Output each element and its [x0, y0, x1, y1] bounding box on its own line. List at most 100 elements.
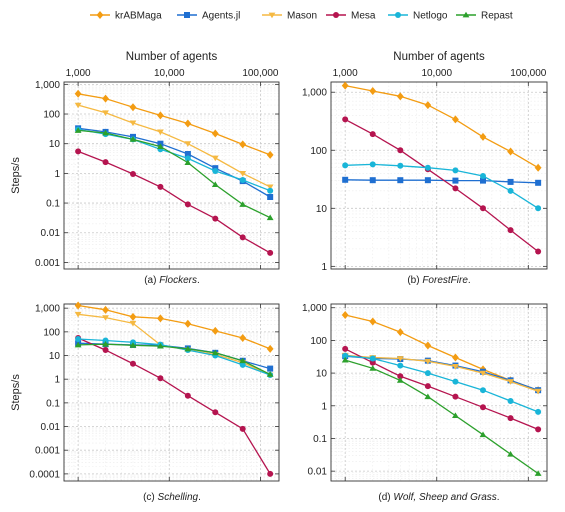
- data-point: [342, 345, 349, 352]
- data-point: [211, 129, 219, 138]
- data-point: [396, 377, 404, 383]
- legend-item-netlogo: Netlogo: [388, 11, 448, 22]
- legend-item-mesa: Mesa: [326, 11, 376, 22]
- y-axis-title: Steps/s: [10, 157, 22, 194]
- data-point: [479, 132, 487, 141]
- y-tick-label: 100: [310, 336, 327, 347]
- data-point: [129, 120, 137, 127]
- data-point: [74, 341, 82, 348]
- series-repast: [341, 356, 542, 476]
- data-point: [341, 310, 349, 319]
- y-tick-label: 10: [316, 369, 328, 380]
- data-point: [266, 344, 274, 353]
- data-point: [397, 177, 404, 184]
- x-tick-label: 1,000: [333, 68, 358, 79]
- data-point: [479, 173, 486, 180]
- series-krabmaga: [74, 301, 274, 353]
- y-tick-label: 0.1: [46, 398, 60, 409]
- data-point: [102, 129, 109, 136]
- data-point: [239, 333, 247, 342]
- data-point: [102, 110, 109, 116]
- legend-label: Repast: [481, 11, 513, 22]
- x-tick-label: 100,000: [510, 68, 547, 79]
- data-point: [266, 371, 274, 377]
- data-point: [507, 379, 514, 385]
- legend-label: Mason: [287, 11, 317, 22]
- data-point: [369, 177, 376, 184]
- y-tick-label: 1,000: [35, 80, 60, 91]
- data-point: [184, 319, 192, 328]
- y-tick-label: 10: [49, 139, 61, 150]
- data-point: [184, 201, 191, 208]
- data-point: [342, 162, 349, 169]
- y-tick-label: 1,000: [302, 88, 327, 99]
- plot-frame: [63, 81, 280, 270]
- caption-model-name: Wolf, Sheep and Grass: [393, 492, 496, 503]
- data-point: [369, 161, 376, 168]
- x-tick-label: 10,000: [421, 68, 452, 79]
- data-point: [424, 383, 431, 390]
- data-point: [342, 116, 349, 123]
- data-point: [396, 328, 404, 337]
- series-mason: [74, 102, 274, 191]
- data-point: [211, 349, 219, 356]
- data-point: [129, 103, 137, 112]
- legend-item-mason: Mason: [262, 11, 317, 22]
- series-line: [345, 163, 539, 209]
- chart-panel-d: 0.01 0.1 1 10 100 1,000 (d) Wolf, Sheep and Gr…: [302, 303, 548, 503]
- data-point: [479, 387, 486, 394]
- y-tick-label: 1: [321, 262, 327, 273]
- data-point: [102, 337, 109, 344]
- x-tick-label: 100,000: [242, 68, 279, 79]
- data-point: [452, 353, 459, 362]
- data-point: [535, 408, 542, 415]
- data-point: [102, 159, 109, 166]
- data-point: [102, 305, 109, 314]
- data-point: [157, 143, 164, 149]
- legend-swatch-marker: [96, 11, 104, 19]
- series-mesa: [342, 116, 542, 255]
- data-point: [129, 360, 136, 367]
- series-line: [77, 304, 271, 350]
- data-point: [129, 312, 137, 321]
- plot-frame: [63, 303, 280, 482]
- series-line: [77, 150, 271, 254]
- data-point: [479, 370, 487, 377]
- data-point: [157, 375, 164, 382]
- grid: [330, 304, 547, 482]
- data-point: [397, 162, 404, 169]
- data-point: [424, 341, 432, 350]
- data-point: [396, 356, 404, 362]
- y-tick-label: 100: [43, 110, 60, 121]
- y-tick-label: 10: [49, 351, 61, 362]
- legend-swatch-marker: [462, 11, 470, 18]
- data-point: [212, 215, 219, 222]
- data-point: [479, 205, 486, 212]
- data-point: [424, 358, 432, 365]
- grid: [330, 82, 547, 270]
- data-point: [157, 111, 164, 120]
- y-tick-label: 1,000: [35, 304, 60, 315]
- chart-panel-a: 0.001 0.01 0.1 1 10 100 1,000 1,000 10,000 100,00…: [10, 51, 280, 286]
- data-point: [267, 187, 274, 194]
- data-point: [184, 159, 192, 166]
- series-repast: [74, 127, 274, 221]
- data-point: [239, 361, 246, 368]
- data-point: [507, 451, 514, 457]
- data-point: [342, 176, 349, 183]
- legend-swatch-marker: [333, 12, 339, 18]
- caption-model-name: Schelling: [158, 492, 199, 503]
- data-point: [479, 177, 486, 184]
- data-point: [479, 404, 486, 411]
- data-point: [75, 148, 82, 155]
- x-tick-label: 1,000: [66, 68, 91, 79]
- caption-suffix: .: [198, 492, 201, 503]
- y-tick-label: 100: [43, 327, 60, 338]
- y-tick-label: 0.01: [308, 467, 328, 478]
- y-tick-label: 1: [54, 169, 60, 180]
- data-point: [452, 185, 459, 192]
- y-tick-label: 0.01: [41, 228, 61, 239]
- series-krabmaga: [74, 89, 274, 159]
- series-repast: [74, 341, 274, 377]
